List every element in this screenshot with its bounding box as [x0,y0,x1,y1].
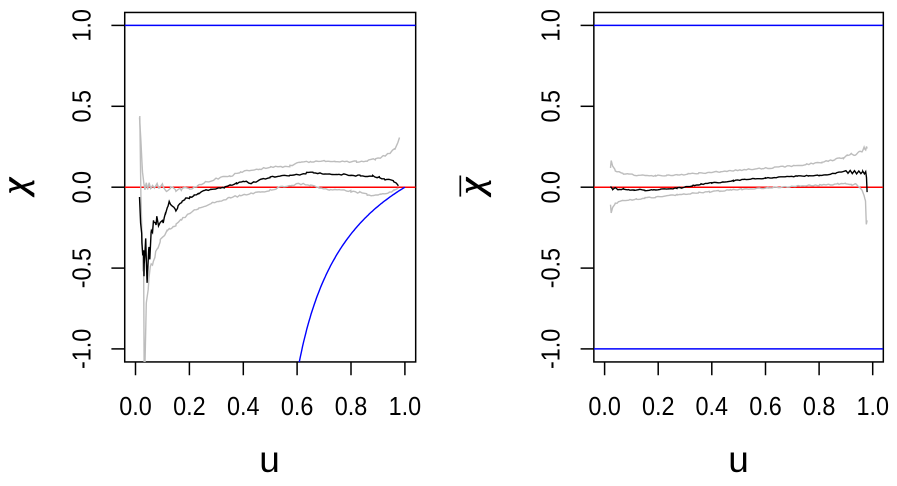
svg-text:-1.0: -1.0 [538,329,566,369]
svg-text:1.0: 1.0 [538,9,566,42]
svg-text:0.4: 0.4 [696,393,729,421]
svg-text:0.6: 0.6 [281,393,314,421]
svg-text:0.0: 0.0 [68,171,96,204]
svg-text:1.0: 1.0 [389,393,422,421]
svg-text:0.0: 0.0 [119,393,152,421]
svg-text:0.2: 0.2 [642,393,675,421]
svg-text:-0.5: -0.5 [538,248,566,288]
svg-text:u: u [728,439,749,480]
svg-text:0.0: 0.0 [588,393,621,421]
svg-text:0.5: 0.5 [68,90,96,123]
svg-text:-1.0: -1.0 [68,329,96,369]
svg-text:0.6: 0.6 [749,393,782,421]
svg-text:0.8: 0.8 [335,393,368,421]
svg-text:1.0: 1.0 [68,9,96,42]
svg-text:-0.5: -0.5 [68,248,96,288]
svg-text:0.5: 0.5 [538,90,566,123]
svg-text:0.0: 0.0 [538,171,566,204]
svg-text:0.2: 0.2 [173,393,206,421]
svg-text:1.0: 1.0 [856,393,889,421]
svg-text:0.4: 0.4 [227,393,260,421]
svg-text:u: u [259,439,280,480]
svg-text:0.8: 0.8 [803,393,836,421]
